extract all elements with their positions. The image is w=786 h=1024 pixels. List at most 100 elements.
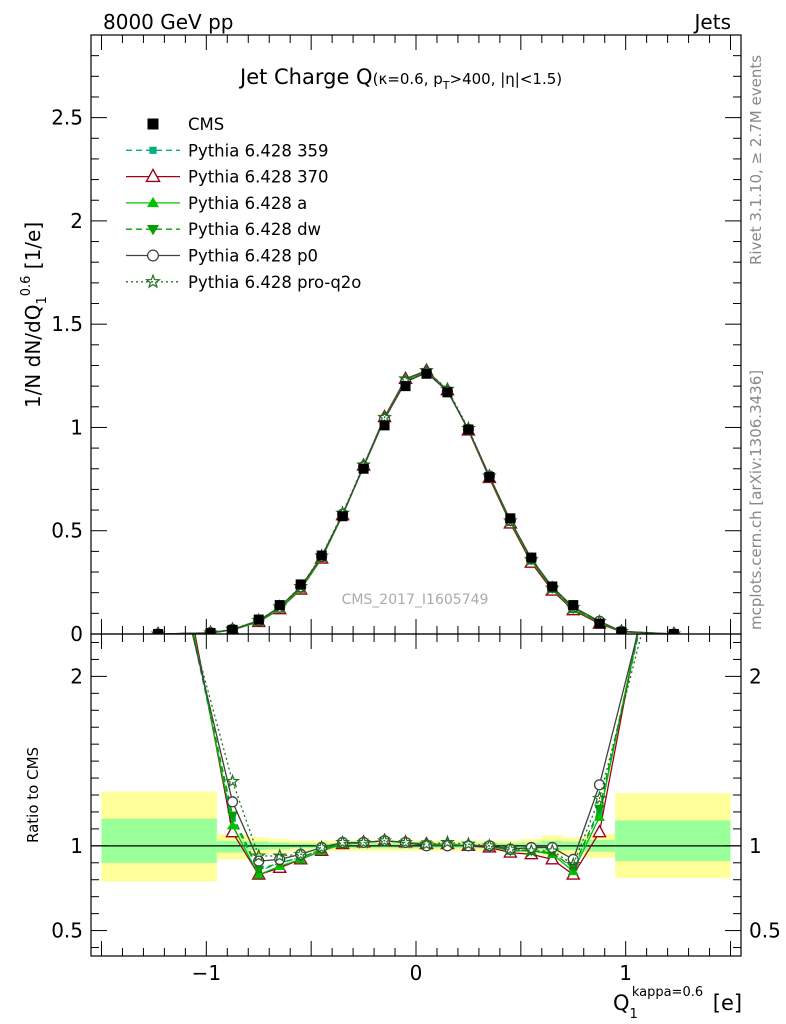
ratio-point	[668, 451, 679, 460]
data-point	[526, 552, 537, 563]
legend-label: Pythia 6.428 p0	[188, 247, 318, 266]
ratio-point	[544, 843, 560, 858]
main-y-tick-label: 0	[70, 622, 83, 646]
main-plot-panel: 0 0.5 1 1.5 2 2.5 Jet Charge Q(κ=0.6, pT>400,…	[19, 34, 742, 646]
data-point	[547, 581, 558, 592]
ratio-point	[502, 841, 518, 856]
ratio-point	[356, 834, 372, 849]
main-y-tick-label: 2.5	[51, 106, 83, 130]
legend-label: Pythia 6.428 dw	[188, 220, 321, 239]
ratio-point	[253, 865, 265, 876]
ratio-series-pythia-6-428-pro-q2o	[152, 501, 680, 871]
legend-entry-pythia-6-428-359: Pythia 6.428 359	[126, 141, 329, 160]
ratio-point	[152, 433, 164, 444]
band-green	[216, 840, 249, 853]
data-point	[377, 409, 392, 424]
main-y-tick-label: 0.5	[51, 519, 83, 543]
ratio-plot-panel: 0.5 0.5 1 1 2 2 −1 0 1 Ratio to CMS Q1kappa=0.6 …	[24, 433, 781, 1022]
ratio-point	[153, 485, 163, 495]
ratio-point	[461, 836, 476, 851]
legend-label: Pythia 6.428 a	[188, 194, 307, 213]
ratio-point	[226, 796, 239, 808]
ratio-point	[671, 470, 678, 477]
ratio-point	[593, 811, 605, 821]
data-point	[594, 618, 605, 629]
main-plot-y-axis-label: 1/N dN/dQ10.6 [1/e]	[19, 222, 50, 408]
ratio-point	[592, 824, 607, 838]
data-point	[316, 550, 327, 561]
data-point	[205, 627, 216, 634]
legend-entry-pythia-6-428-pro-q2o: Pythia 6.428 pro-q2o	[126, 273, 361, 292]
ratio-point	[669, 485, 679, 495]
ratio-point	[668, 433, 680, 444]
main-plot-title: Jet Charge Q(κ=0.6, pT>400, |η|<1.5)	[238, 65, 562, 92]
data-point	[295, 579, 306, 590]
legend-entry-pythia-6-428-p0: Pythia 6.428 p0	[126, 247, 318, 266]
main-y-tick-label: 1	[70, 415, 83, 439]
ratio-plot-x-axis-label: Q1kappa=0.6 [e]	[613, 985, 742, 1022]
data-point	[568, 600, 579, 611]
data-point	[274, 600, 285, 611]
data-point	[421, 368, 432, 379]
header-energy-label: 8000 GeV pp	[103, 10, 234, 34]
ratio-plot-ticks: 0.5 0.5 1 1 2 2 −1 0 1	[51, 634, 781, 985]
data-point	[337, 511, 348, 522]
ratio-point	[153, 469, 164, 478]
legend-marker	[147, 225, 159, 236]
mcplots-label: mcplots.cern.ch [arXiv:1306.3436]	[747, 370, 765, 630]
ratio-point	[592, 790, 607, 805]
ratio-point	[398, 834, 414, 849]
ratio-point	[593, 779, 606, 791]
ratio-plot-y-axis-label: Ratio to CMS	[24, 747, 42, 843]
ratio-x-tick-label: 1	[619, 961, 632, 985]
legend-marker	[145, 273, 161, 289]
ratio-point	[293, 846, 309, 861]
legend-marker	[145, 167, 161, 183]
ratio-point	[153, 451, 164, 460]
data-point	[153, 629, 164, 634]
series-line	[158, 371, 674, 634]
ratio-point	[565, 856, 581, 871]
legend: CMS Pythia 6.428 359 Pythia 6.428 370 Pythi…	[126, 115, 361, 292]
ratio-point	[668, 501, 680, 512]
ratio-point	[668, 469, 679, 478]
ratio-y-tick-label: 1	[70, 834, 83, 858]
ratio-y-tick-label: 2	[70, 664, 83, 688]
data-point	[358, 463, 369, 474]
main-plot-series	[150, 362, 682, 634]
data-point	[668, 629, 679, 634]
legend-marker	[146, 249, 160, 262]
data-point	[484, 472, 495, 483]
data-point	[463, 424, 474, 435]
data-point	[442, 387, 453, 398]
ratio-point	[152, 501, 164, 512]
data-point	[253, 614, 264, 625]
legend-label: Pythia 6.428 370	[188, 168, 329, 187]
legend-marker	[149, 146, 157, 154]
series-line	[158, 371, 674, 634]
legend-marker	[147, 118, 159, 130]
ratio-y-tick-label-right: 2	[749, 664, 762, 688]
ratio-point	[419, 836, 434, 851]
rivet-version-label: Rivet 3.1.10, ≥ 2.7M events	[747, 55, 765, 265]
main-y-tick-label: 1.5	[51, 312, 83, 336]
ratio-uncertainty-bands	[91, 791, 741, 882]
data-point	[227, 624, 238, 634]
ratio-point	[545, 851, 560, 865]
ratio-point	[227, 811, 239, 821]
band-green	[615, 820, 731, 862]
legend-label: CMS	[188, 115, 224, 134]
ratio-x-tick-label: −1	[192, 961, 221, 985]
ratio-point	[335, 834, 351, 849]
ratio-x-tick-label: 0	[410, 961, 423, 985]
header-jets-label: Jets	[693, 10, 731, 34]
legend-label: Pythia 6.428 359	[188, 141, 329, 160]
ratio-point	[525, 841, 537, 854]
data-point	[379, 420, 390, 431]
ratio-point	[523, 843, 539, 858]
band-green	[101, 818, 217, 863]
ratio-y-tick-label-right: 1	[749, 834, 762, 858]
ratio-point	[546, 841, 558, 854]
ratio-point	[251, 848, 267, 863]
